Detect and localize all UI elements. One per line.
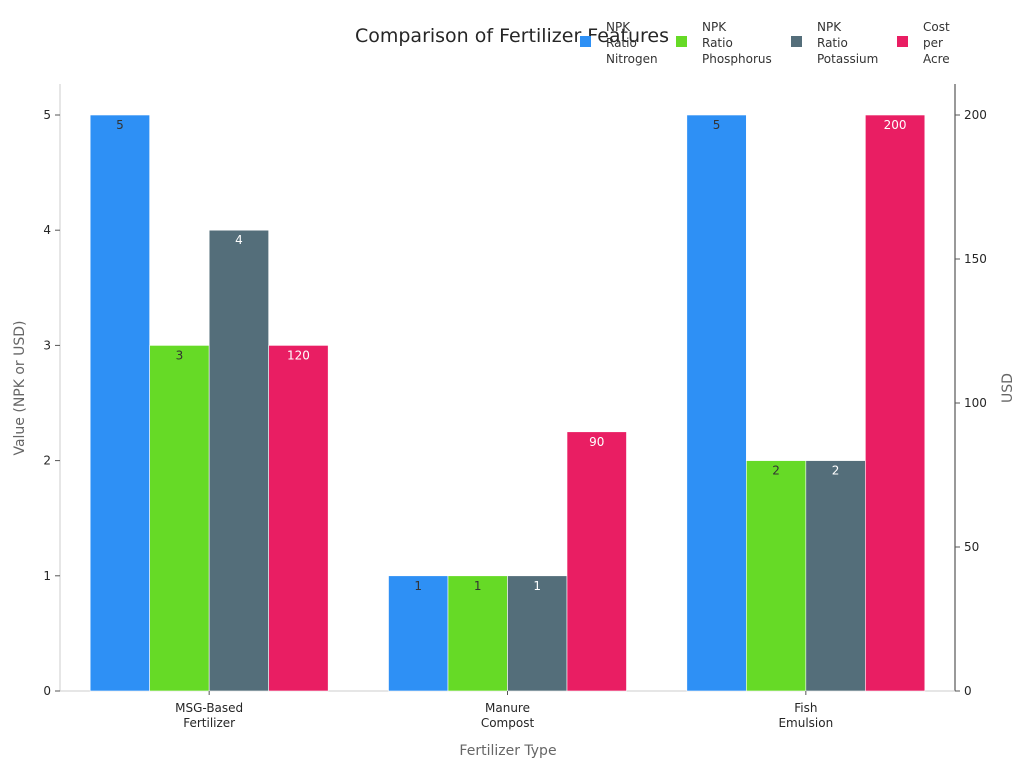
bar-value-label: 5 [713, 118, 721, 132]
bar [149, 345, 210, 692]
bar [686, 114, 747, 692]
legend-label: per [923, 36, 943, 50]
legend-label: Nitrogen [606, 52, 658, 66]
bar-value-label: 120 [287, 348, 310, 362]
bar [208, 229, 269, 692]
bar-value-label: 200 [884, 118, 907, 132]
legend-label: Acre [923, 52, 950, 66]
legend-swatch [897, 36, 908, 47]
plot-area: 012345050100150200534120MSG-BasedFertili… [43, 84, 987, 730]
legend-label: NPK [702, 20, 727, 34]
bar [447, 575, 508, 692]
legend-label: Phosphorus [702, 52, 772, 66]
y-axis-label: Value (NPK or USD) [12, 320, 28, 455]
y-tick-label: 5 [43, 108, 51, 122]
legend-label: Cost [923, 20, 950, 34]
y2-tick-label: 200 [964, 108, 987, 122]
bar-value-label: 4 [235, 233, 243, 247]
legend-label: NPK [606, 20, 631, 34]
y2-axis-label: USD [1000, 373, 1016, 403]
bar-value-label: 3 [176, 348, 184, 362]
x-axis-label: Fertilizer Type [459, 743, 556, 759]
bar [805, 460, 866, 692]
bar-value-label: 2 [832, 464, 840, 478]
legend-swatch [791, 36, 802, 47]
legend-label: NPK [817, 20, 842, 34]
bar-value-label: 5 [116, 118, 124, 132]
y-tick-label: 3 [43, 338, 51, 352]
bar [566, 431, 627, 692]
y-tick-label: 4 [43, 223, 51, 237]
x-tick-label: Fertilizer [183, 716, 235, 730]
y-tick-label: 2 [43, 454, 51, 468]
legend-swatch [676, 36, 687, 47]
bar-value-label: 1 [414, 579, 422, 593]
bar [388, 575, 449, 692]
y2-tick-label: 100 [964, 396, 987, 410]
x-tick-label: Emulsion [778, 716, 833, 730]
y2-tick-label: 0 [964, 684, 972, 698]
bar-value-label: 1 [474, 579, 482, 593]
legend-swatch [580, 36, 591, 47]
x-tick-label: Manure [485, 701, 530, 715]
y-tick-label: 0 [43, 684, 51, 698]
y-tick-label: 1 [43, 569, 51, 583]
legend-label: Ratio [817, 36, 848, 50]
bar [865, 114, 926, 692]
x-tick-label: Compost [481, 716, 535, 730]
legend-label: Potassium [817, 52, 878, 66]
bar-value-label: 1 [533, 579, 541, 593]
y2-tick-label: 150 [964, 252, 987, 266]
legend: NPK Ratio Nitrogen NPK Ratio Phosphorus NPK Rat… [580, 20, 950, 66]
bar [507, 575, 568, 692]
legend-label: Ratio [606, 36, 637, 50]
x-tick-label: MSG-Based [175, 701, 243, 715]
bar [268, 345, 329, 692]
bar-value-label: 2 [772, 464, 780, 478]
legend-label: Ratio [702, 36, 733, 50]
x-tick-label: Fish [794, 701, 817, 715]
y2-tick-label: 50 [964, 540, 979, 554]
bar-value-label: 90 [589, 435, 604, 449]
bar [89, 114, 150, 692]
bar [746, 460, 807, 692]
